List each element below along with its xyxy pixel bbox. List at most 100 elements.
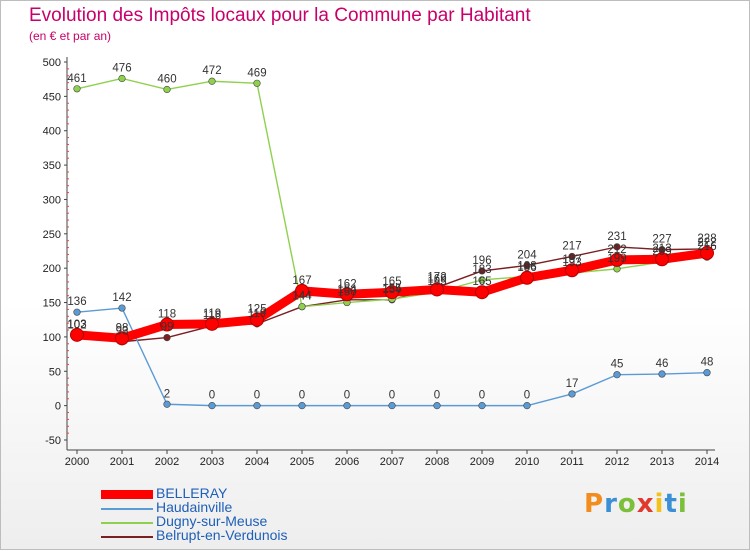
data-label: 136 [67, 296, 86, 308]
logo-letter: x [636, 489, 655, 519]
data-point [613, 371, 621, 379]
data-point [73, 85, 81, 93]
data-label: 144 [292, 291, 312, 303]
data-label: 0 [254, 390, 260, 402]
data-point [298, 402, 306, 410]
data-point [253, 402, 261, 410]
data-point [343, 402, 351, 410]
data-point [73, 308, 81, 316]
data-point [700, 246, 714, 261]
data-label: 183 [472, 264, 491, 276]
data-point [388, 402, 396, 410]
data-label: 460 [157, 73, 176, 85]
data-label: 197 [562, 254, 581, 266]
data-label: 476 [112, 62, 131, 74]
x-tick-label: 2005 [290, 456, 314, 468]
x-tick-label: 2013 [650, 456, 674, 468]
y-tick-label: 50 [49, 366, 61, 378]
data-point [478, 402, 486, 410]
data-point [655, 252, 669, 267]
data-point [613, 243, 621, 251]
x-tick-label: 2008 [425, 456, 449, 468]
y-tick-label: 300 [43, 194, 61, 206]
data-label: 227 [652, 234, 671, 246]
chart-subtitle: (en € et par an) [29, 29, 112, 43]
data-label: 196 [472, 255, 491, 267]
y-tick-label: 450 [43, 91, 61, 103]
data-point [523, 402, 531, 410]
data-label: 222 [697, 237, 716, 249]
x-tick-label: 2012 [605, 456, 629, 468]
data-point [565, 263, 579, 278]
data-label: 193 [562, 257, 581, 269]
y-tick-label: 200 [43, 263, 61, 275]
logo-letter: i [654, 489, 665, 519]
data-label: 204 [517, 249, 537, 261]
data-label: 199 [607, 253, 626, 265]
data-label: 209 [652, 246, 671, 258]
x-tick-label: 2010 [515, 456, 539, 468]
logo-letter: r [604, 489, 618, 519]
data-point [385, 285, 399, 300]
data-label: 103 [67, 319, 86, 331]
data-point [430, 282, 444, 297]
data-label: 0 [479, 390, 485, 402]
data-point [298, 303, 306, 311]
legend-swatch [101, 522, 153, 524]
logo-letter: P [584, 489, 605, 519]
data-label: 167 [292, 275, 311, 287]
data-point [568, 252, 576, 261]
data-point [118, 304, 126, 312]
data-label: 162 [337, 278, 356, 290]
x-tick-label: 2009 [470, 456, 494, 468]
data-label: 186 [517, 262, 536, 274]
data-label: 228 [697, 233, 716, 245]
data-label: 169 [427, 273, 446, 285]
data-label: 116 [203, 310, 221, 322]
data-label: 119 [203, 308, 221, 320]
data-label: 165 [382, 276, 401, 288]
data-point [340, 287, 354, 302]
data-label: 165 [427, 276, 446, 288]
legend-swatch [101, 508, 153, 510]
data-label: 472 [202, 65, 221, 77]
data-point [163, 400, 171, 408]
data-label: 48 [701, 357, 714, 369]
data-label: 0 [209, 390, 215, 402]
y-tick-label: 150 [43, 298, 61, 310]
data-label: 0 [389, 390, 395, 402]
data-label: 0 [434, 390, 440, 402]
data-point [205, 316, 219, 331]
data-label: 150 [337, 287, 356, 299]
data-point [610, 252, 624, 267]
data-label: 93 [116, 326, 129, 338]
data-label: 469 [247, 67, 266, 79]
data-label: 144 [292, 291, 312, 303]
y-tick-label: 500 [43, 57, 61, 69]
legend-swatch [101, 490, 153, 499]
data-label: 212 [607, 244, 626, 256]
data-label: 461 [67, 73, 86, 85]
y-tick-label: 400 [43, 126, 61, 138]
data-point [478, 276, 486, 284]
y-tick-label: 350 [43, 160, 61, 172]
series-line-dugny-sur-meuse [76, 77, 708, 308]
data-label: 17 [566, 378, 579, 390]
y-tick-label: 100 [43, 332, 61, 344]
data-label: 119 [248, 308, 266, 320]
data-label: 0 [344, 390, 350, 402]
legend-label: Belrupt-en-Verdunois [156, 527, 288, 543]
y-tick-label: -50 [45, 435, 61, 447]
data-point [163, 333, 171, 342]
proxiti-logo: Proxiti [584, 489, 688, 519]
data-point [250, 312, 264, 327]
data-point [568, 390, 576, 398]
logo-letter: o [617, 489, 637, 519]
data-point [208, 402, 216, 410]
data-label: 213 [652, 243, 671, 255]
y-tick-label: 250 [43, 229, 61, 241]
x-tick-label: 2006 [335, 456, 359, 468]
data-label: 165 [472, 276, 491, 288]
